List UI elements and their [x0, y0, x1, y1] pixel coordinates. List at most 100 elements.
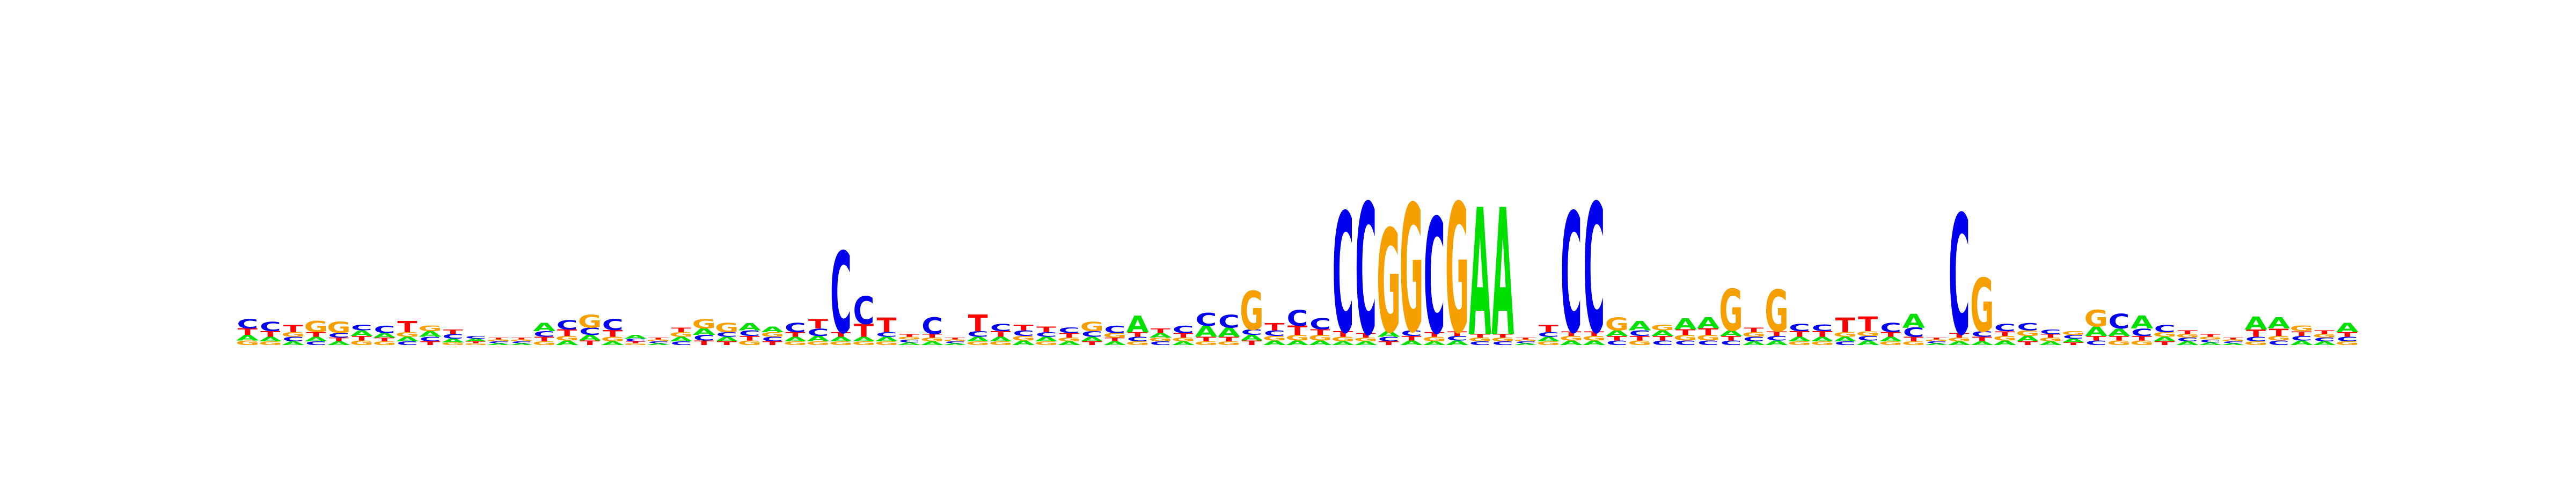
- logo-letter-A: A: [2062, 338, 2084, 343]
- logo-letter-G: G: [1354, 337, 1378, 343]
- logo-letter-T: T: [876, 314, 896, 338]
- logo-letter-C: C: [1058, 326, 1080, 335]
- logo-letter-C: C: [1949, 181, 1970, 372]
- logo-letter-T: T: [1356, 332, 1376, 339]
- logo-letter-G: G: [875, 341, 899, 347]
- logo-letter-T: T: [2292, 330, 2311, 337]
- logo-letter-A: A: [1332, 341, 1355, 347]
- logo-letter-T: T: [1470, 333, 1490, 339]
- logo-letter-T: T: [352, 335, 371, 342]
- logo-letter-A: A: [1355, 341, 1377, 347]
- logo-letter-G: G: [2061, 331, 2085, 336]
- logo-letter-T: T: [1402, 335, 1422, 342]
- logo-letter-G: G: [1993, 335, 2017, 342]
- logo-letter-C: C: [625, 338, 646, 342]
- logo-letter-T: T: [1287, 323, 1308, 338]
- logo-letter-G: G: [464, 343, 488, 346]
- logo-letter-T: T: [1196, 336, 1216, 343]
- logo-letter-T: T: [1881, 331, 1901, 338]
- logo-letter-T: T: [260, 330, 280, 339]
- logo-letter-T: T: [1607, 335, 1627, 342]
- logo-letter-A: A: [602, 341, 624, 347]
- logo-letter-T: T: [1493, 333, 1513, 339]
- logo-letter-G: G: [2130, 340, 2154, 347]
- logo-letter-A: A: [2039, 341, 2062, 347]
- logo-letter-C: C: [716, 331, 737, 338]
- logo-letter-A: A: [1400, 340, 1423, 347]
- logo-letter-C: C: [420, 336, 441, 343]
- logo-letter-T: T: [899, 333, 920, 338]
- logo-letter-A: A: [1286, 340, 1309, 347]
- logo-letter-A: A: [1628, 319, 1651, 334]
- logo-letter-G: G: [2084, 306, 2109, 332]
- logo-letter-T: T: [1082, 341, 1102, 347]
- logo-letter-T: T: [443, 328, 463, 335]
- logo-letter-A: A: [830, 336, 853, 343]
- logo-letter-G: G: [989, 341, 1013, 347]
- logo-letter-C: C: [1538, 331, 1559, 338]
- logo-letter-G: G: [852, 341, 876, 347]
- logo-letter-A: A: [1925, 343, 1948, 346]
- logo-letter-G: G: [1491, 337, 1515, 343]
- logo-letter-C: C: [2085, 340, 2107, 347]
- logo-letter-T: T: [1927, 337, 1947, 340]
- logo-letter-A: A: [1469, 172, 1491, 375]
- logo-letter-T: T: [1014, 324, 1034, 332]
- logo-letter-C: C: [488, 341, 509, 343]
- logo-letter-G: G: [350, 340, 374, 347]
- logo-letter-T: T: [375, 337, 395, 343]
- logo-letter-G: G: [1217, 341, 1241, 347]
- logo-letter-A: A: [1743, 341, 1765, 347]
- logo-letter-C: C: [557, 318, 578, 333]
- logo-letter-G: G: [1034, 341, 1058, 347]
- logo-letter-G: G: [1285, 334, 1309, 342]
- logo-letter-T: T: [535, 336, 554, 343]
- logo-letter-G: G: [1194, 341, 1218, 347]
- logo-letter-A: A: [875, 336, 898, 343]
- logo-letter-C: C: [2245, 336, 2267, 343]
- logo-letter-T: T: [2063, 342, 2084, 346]
- logo-letter-C: C: [2222, 341, 2244, 343]
- logo-letter-A: A: [2153, 336, 2176, 343]
- logo-letter-C: C: [2314, 337, 2335, 343]
- logo-letter-T: T: [1835, 314, 1855, 338]
- logo-letter-C: C: [1697, 340, 1719, 347]
- logo-letter-T: T: [511, 337, 532, 340]
- logo-letter-A: A: [236, 334, 259, 342]
- logo-letter-T: T: [2018, 341, 2038, 347]
- logo-letter-T: T: [1264, 321, 1284, 333]
- logo-letter-G: G: [1172, 337, 1196, 343]
- logo-letter-A: A: [442, 338, 464, 343]
- logo-letter-G: G: [1263, 335, 1287, 342]
- logo-letter-T: T: [717, 341, 737, 347]
- logo-letter-G: G: [1901, 341, 1926, 347]
- logo-letter-C: C: [2154, 323, 2176, 334]
- logo-letter-G: G: [1742, 331, 1766, 338]
- logo-letter-C: C: [328, 332, 349, 339]
- logo-letter-G: G: [624, 343, 648, 346]
- logo-letter-G: G: [920, 337, 945, 343]
- logo-letter-C: C: [2131, 326, 2153, 338]
- logo-letter-A: A: [1857, 340, 1880, 347]
- logo-letter-A: A: [852, 336, 875, 343]
- logo-letter-A: A: [990, 336, 1013, 343]
- logo-letter-C: C: [853, 288, 875, 333]
- logo-letter-T: T: [2337, 331, 2357, 338]
- logo-letter-C: C: [1378, 336, 1400, 343]
- logo-letter-A: A: [1446, 340, 1469, 347]
- logo-letter-T: T: [1561, 330, 1581, 337]
- logo-letter-A: A: [350, 329, 373, 338]
- logo-letter-T: T: [329, 337, 349, 343]
- logo-letter-A: A: [1012, 340, 1035, 347]
- logo-letter-G: G: [2198, 336, 2222, 340]
- logo-letter-C: C: [1013, 329, 1034, 338]
- logo-letter-A: A: [1651, 329, 1674, 338]
- logo-letter-C: C: [830, 229, 852, 358]
- logo-letter-A: A: [1811, 336, 1834, 343]
- logo-letter-A: A: [487, 343, 510, 346]
- logo-letter-G: G: [2016, 329, 2040, 338]
- logo-letter-C: C: [533, 330, 555, 339]
- logo-letter-G: G: [487, 339, 511, 342]
- logo-letter-A: A: [1902, 310, 1926, 332]
- logo-letter-A: A: [647, 343, 670, 346]
